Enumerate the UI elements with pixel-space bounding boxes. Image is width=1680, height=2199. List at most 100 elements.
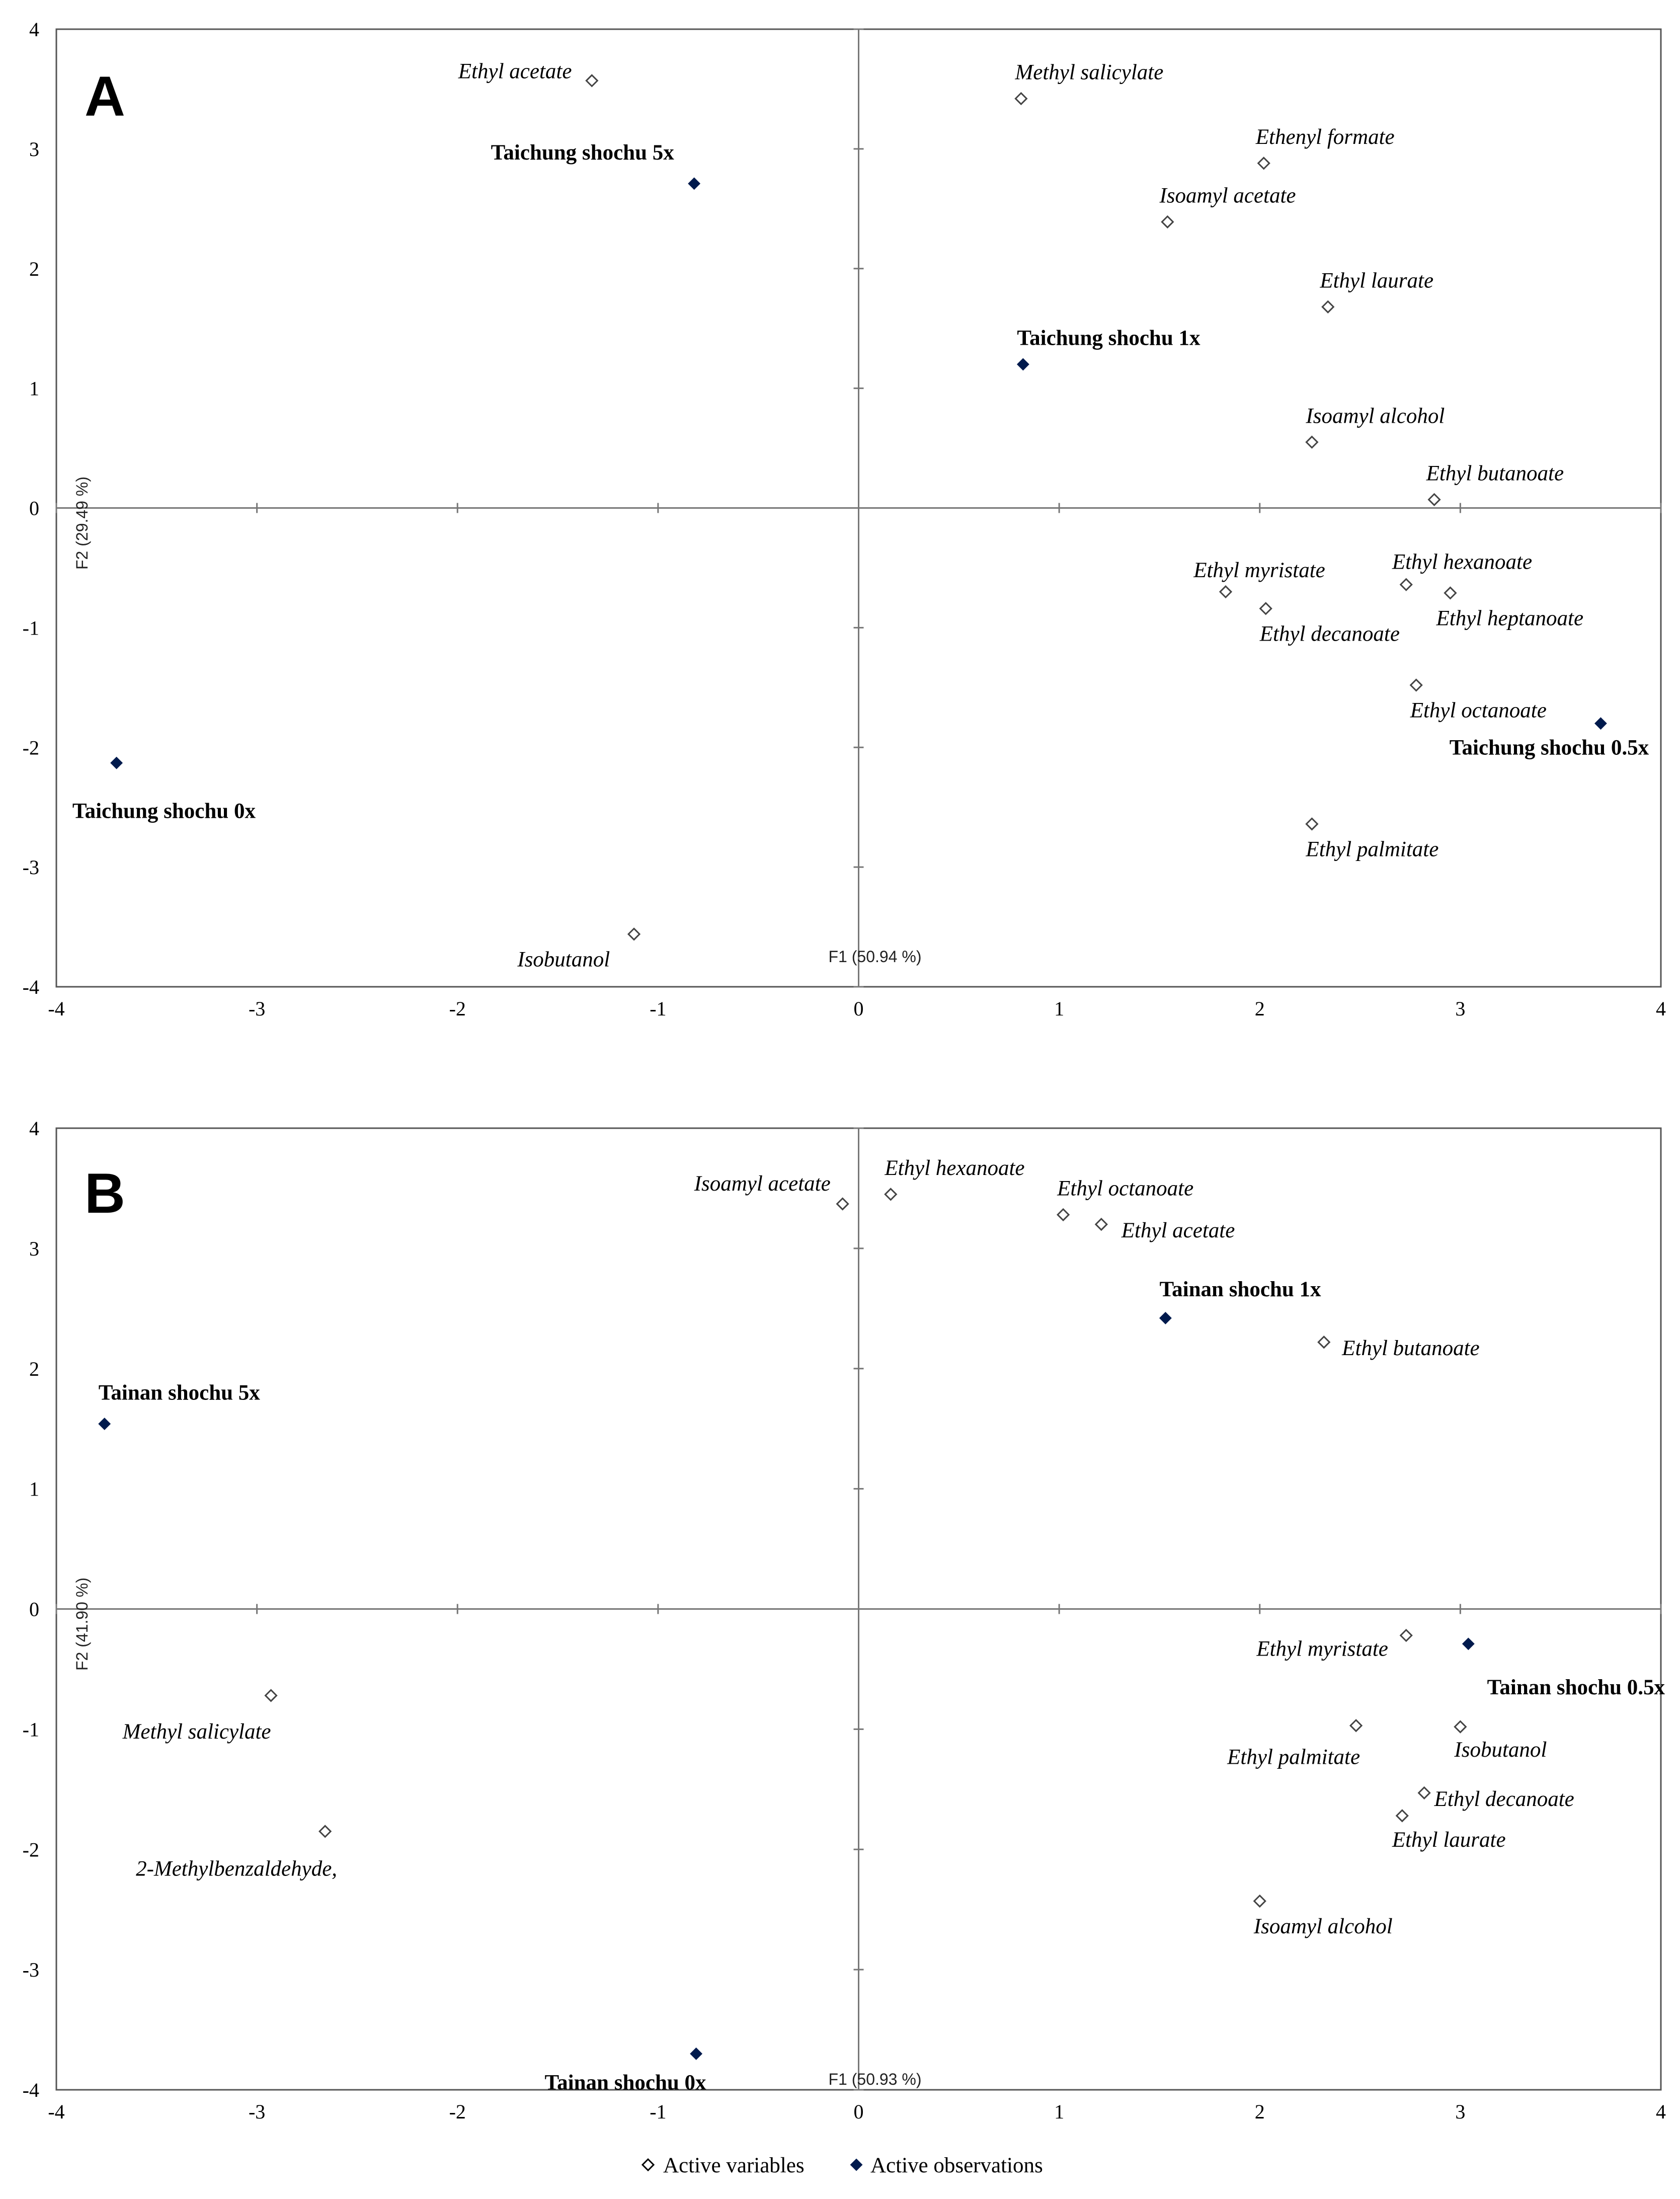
panel-a-letter: A (85, 65, 125, 128)
panel-b-variable-point-ethyl-octanoate (1056, 1208, 1070, 1222)
panel-b-y-tick-label: 2 (29, 1358, 39, 1380)
panel-b-variable-point-ethyl-butanoate (1317, 1336, 1331, 1349)
panel-b-x-tick-label: -3 (249, 2100, 265, 2123)
panel-a-observation-point-taichung-shochu-1x (1016, 358, 1029, 371)
panel-a-observation-label-taichung-shochu-0-5x: Taichung shochu 0.5x (1450, 736, 1649, 759)
panel-b-letter: B (85, 1162, 125, 1225)
panel-b-variable-label-isobutanol: Isobutanol (1454, 1738, 1547, 1762)
panel-a-variable-point-ethenyl-formate (1257, 156, 1270, 170)
panel-b-variable-label-ethyl-butanoate: Ethyl butanoate (1341, 1337, 1479, 1360)
panel-a-observation-label-taichung-shochu-0x: Taichung shochu 0x (72, 799, 256, 823)
panel-a-variable-point-methyl-salicylate (1014, 92, 1028, 106)
panel-b-variable-point-isoamyl-acetate (836, 1197, 849, 1211)
panel-a-y-tick-label: -4 (23, 976, 39, 998)
panel-b-observation-point-tainan-shochu-0-5x (1462, 1637, 1475, 1651)
panel-a-x-tick-label: 3 (1455, 997, 1465, 1020)
panel-b-variable-label-isoamyl-alcohol: Isoamyl alcohol (1253, 1915, 1393, 1938)
panel-b-variable-label-ethyl-laurate: Ethyl laurate (1392, 1828, 1506, 1852)
panel-a-variable-point-ethyl-octanoate (1409, 678, 1423, 692)
panel-a-observation-point-taichung-shochu-5x (688, 177, 701, 190)
panel-a-biplot: A -4 -3 -2 -1 0 1 2 3 4 -4 -3 -2 -1 0 1 2 3 4 Ethyl acetat… (23, 18, 1666, 1020)
panel-b-variable-point-methyl-salicylate (264, 1689, 278, 1702)
panel-b-observation-label-tainan-shochu-5x: Tainan shochu 5x (99, 1381, 261, 1405)
panel-a-y-tick-label: -2 (23, 736, 39, 759)
panel-b-y-tick-label: 0 (29, 1598, 39, 1621)
panel-b-variable-label-ethyl-acetate: Ethyl acetate (1121, 1219, 1235, 1242)
panel-a-variable-label-isobutanol: Isobutanol (517, 948, 610, 971)
panel-a-observation-label-taichung-shochu-5x: Taichung shochu 5x (491, 141, 675, 165)
panel-b-variable-label-ethyl-octanoate: Ethyl octanoate (1057, 1176, 1193, 1200)
panel-a-variable-label-methyl-salicylate: Methyl salicylate (1014, 61, 1163, 85)
panel-b-variable-label-ethyl-myristate: Ethyl myristate (1256, 1637, 1388, 1661)
panel-a-variable-label-ethyl-octanoate: Ethyl octanoate (1410, 699, 1547, 723)
panel-b-variable-point-ethyl-acetate (1094, 1217, 1108, 1231)
panel-a-y-tick-label: 3 (29, 138, 39, 161)
panel-b-variable-label-isoamyl-acetate: Isoamyl acetate (694, 1172, 831, 1196)
legend-observations-label: Active observations (870, 2154, 1043, 2177)
panel-b-y-tick-label: -2 (23, 1838, 39, 1861)
panel-a-x-tick-label: 4 (1656, 997, 1666, 1020)
panel-b-y-tick-label: -1 (23, 1718, 39, 1741)
panel-b-observation-point-tainan-shochu-0x (690, 2047, 703, 2060)
panel-a-variable-point-ethyl-hexanoate (1399, 578, 1413, 591)
panel-a-variable-label-ethenyl-formate: Ethenyl formate (1255, 125, 1395, 149)
panel-b-x-tick-label: 3 (1455, 2100, 1465, 2123)
panel-a-variable-point-isoamyl-acetate (1161, 215, 1174, 229)
panel-b-variable-label-ethyl-hexanoate: Ethyl hexanoate (884, 1156, 1024, 1180)
panel-b-variable-point-ethyl-hexanoate (884, 1188, 898, 1201)
panel-a-variable-label-isoamyl-acetate: Isoamyl acetate (1159, 184, 1296, 208)
panel-a-variable-point-ethyl-acetate (585, 74, 599, 88)
legend-variables-label: Active variables (663, 2154, 805, 2177)
panel-b-variable-point-ethyl-palmitate (1349, 1719, 1363, 1733)
panel-b-y-tick-label: 4 (29, 1117, 39, 1140)
panel-a-variable-label-isoamyl-alcohol: Isoamyl alcohol (1305, 404, 1445, 428)
panel-b-plot-area: -4 -3 -2 -1 0 1 2 3 4 -4 -3 -2 -1 0 1 2 3 4 Isoamyl acetat… (23, 1117, 1666, 2123)
panel-a-x-tick-label: -4 (48, 997, 64, 1020)
panel-b-variable-point-isobutanol (1454, 1720, 1467, 1734)
panel-a-variable-label-ethyl-decanoate: Ethyl decanoate (1259, 622, 1400, 646)
panel-a-y-tick-label: 0 (29, 497, 39, 520)
panel-b-observation-label-tainan-shochu-0-5x: Tainan shochu 0.5x (1487, 1676, 1665, 1699)
panel-a-y-tick-label: -1 (23, 616, 39, 639)
panel-a-variable-label-ethyl-butanoate: Ethyl butanoate (1426, 462, 1564, 486)
panel-a-observation-point-taichung-shochu-0x (110, 756, 123, 769)
panel-a-observation-point-taichung-shochu-0-5x (1594, 717, 1607, 730)
panel-b-x-tick-label: -1 (650, 2100, 666, 2123)
panel-b-observation-point-tainan-shochu-5x (98, 1418, 111, 1431)
panel-a-y-axis-title: F2 (29.49 %) (73, 477, 91, 570)
panel-a-x-tick-label: -1 (650, 997, 666, 1020)
panel-b-observation-label-tainan-shochu-0x: Tainan shochu 0x (544, 2071, 706, 2095)
panel-a-plot-area: -4 -3 -2 -1 0 1 2 3 4 -4 -3 -2 -1 0 1 2 3 4 Ethyl acetate M… (23, 18, 1666, 1020)
panel-b-x-axis-title: F1 (50.93 %) (829, 2070, 922, 2088)
panel-a-variable-label-ethyl-palmitate: Ethyl palmitate (1305, 837, 1438, 861)
panel-b-x-tick-label: 2 (1255, 2100, 1265, 2123)
panel-b-observation-label-tainan-shochu-1x: Tainan shochu 1x (1159, 1278, 1321, 1301)
panel-a-x-axis-title: F1 (50.94 %) (829, 948, 922, 966)
panel-b-y-tick-label: -4 (23, 2079, 39, 2101)
legend-variables-marker (641, 2158, 655, 2172)
panel-b-x-tick-label: 1 (1054, 2100, 1064, 2123)
panel-a-variable-point-ethyl-butanoate (1427, 493, 1441, 506)
panel-a-y-tick-label: 1 (29, 377, 39, 400)
panel-b-variable-point-ethyl-myristate (1399, 1628, 1413, 1642)
panel-a-variable-label-ethyl-myristate: Ethyl myristate (1193, 559, 1325, 582)
panel-b-x-tick-label: -4 (48, 2100, 64, 2123)
panel-a-variable-point-ethyl-palmitate (1305, 817, 1319, 831)
panel-b-x-tick-label: -2 (449, 2100, 466, 2123)
panel-b-variable-point-isoamyl-alcohol (1253, 1894, 1266, 1908)
panel-b-x-tick-label: 4 (1656, 2100, 1666, 2123)
panel-a-y-tick-label: 2 (29, 258, 39, 280)
panel-b-variable-label-ethyl-decanoate: Ethyl decanoate (1434, 1787, 1574, 1811)
panel-a-observation-label-taichung-shochu-1x: Taichung shochu 1x (1017, 327, 1201, 350)
panel-a-variable-label-ethyl-hexanoate: Ethyl hexanoate (1392, 551, 1532, 574)
panel-a-x-tick-label: 0 (854, 997, 864, 1020)
panel-a-y-tick-label: 4 (29, 18, 39, 41)
panel-b-variable-label-ethyl-palmitate: Ethyl palmitate (1227, 1745, 1360, 1769)
panel-a-variable-point-ethyl-myristate (1219, 585, 1233, 599)
panel-b-variable-label-methyl-salicylate: Methyl salicylate (122, 1720, 271, 1744)
panel-a-y-tick-label: -3 (23, 856, 39, 879)
panel-a-variable-point-ethyl-heptanoate (1444, 586, 1457, 600)
panel-a-variable-point-ethyl-decanoate (1259, 602, 1272, 615)
panel-b-y-tick-label: -3 (23, 1958, 39, 1981)
panel-b-variable-point-2-methylbenzaldehyde (318, 1825, 332, 1838)
